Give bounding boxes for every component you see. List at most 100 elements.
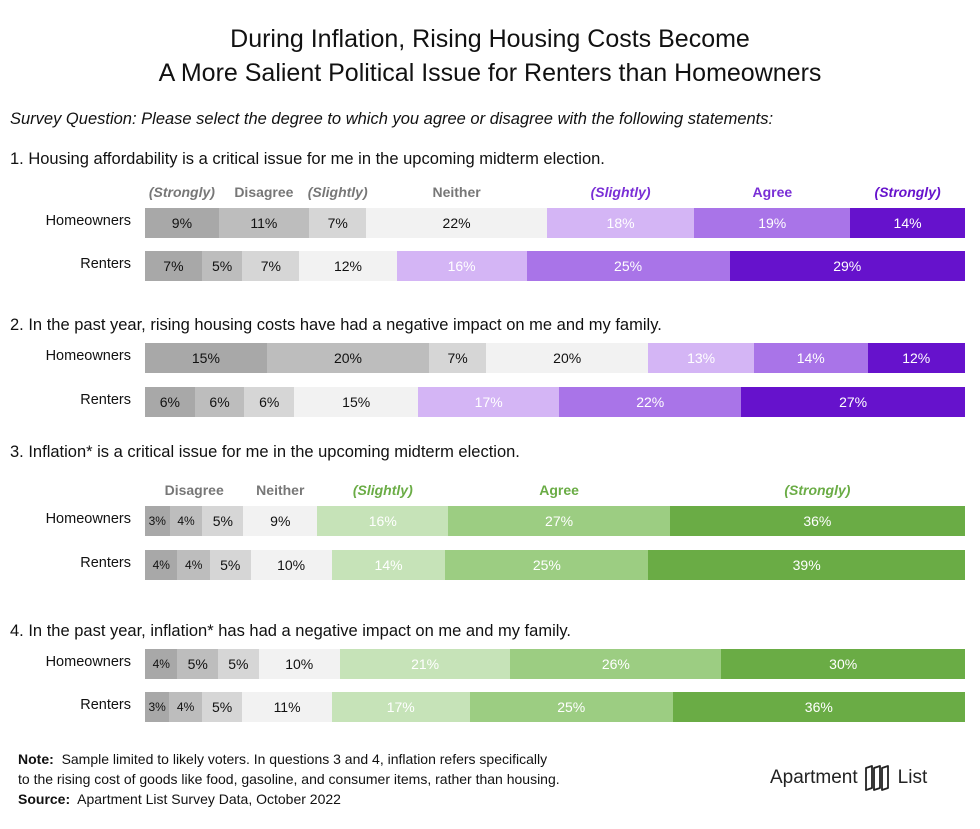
bar-segment-2-renters-5: 17% bbox=[418, 387, 560, 417]
apartment-list-logo-icon bbox=[864, 765, 889, 791]
bar-segment-4-homeowners-2: 5% bbox=[177, 649, 219, 679]
bar-segment-2-renters-7: 27% bbox=[741, 387, 965, 417]
bar-segment-3-homeowners-3: 5% bbox=[202, 506, 244, 536]
bar-segment-3-renters-5: 14% bbox=[331, 550, 446, 580]
bar-segment-2-renters-6: 22% bbox=[559, 387, 742, 417]
question-1: 1. Housing affordability is a critical i… bbox=[10, 150, 605, 168]
bar-segment-2-renters-3: 6% bbox=[244, 387, 295, 417]
source-label: Source: bbox=[18, 791, 71, 807]
bar-segment-3-homeowners-6: 27% bbox=[448, 506, 670, 536]
bar-segment-1-homeowners-6: 19% bbox=[694, 208, 851, 238]
bar-segment-3-renters-6: 25% bbox=[445, 550, 649, 580]
bar-segment-1-renters-3: 7% bbox=[242, 251, 300, 281]
stacked-bar-4-renters: 3% 4% 5% 11% 17% 25% 36% bbox=[145, 692, 965, 722]
bar-segment-2-homeowners-1: 15% bbox=[145, 343, 267, 373]
bar-segment-4-renters-2: 4% bbox=[169, 692, 202, 722]
legend-header-3-4: Agree bbox=[539, 482, 579, 498]
row-label-4-renters: Renters bbox=[80, 697, 131, 713]
legend-header-1-2: Disagree bbox=[234, 184, 294, 200]
bar-segment-1-renters-4: 12% bbox=[299, 251, 397, 281]
legend-header-1-7: (Strongly) bbox=[874, 184, 941, 200]
legend-header-1-4: Neither bbox=[432, 184, 481, 200]
footer-source: Source: Apartment List Survey Data, Octo… bbox=[18, 791, 341, 807]
stacked-bar-4-homeowners: 4% 5% 5% 10% 21% 26% 30% bbox=[145, 649, 965, 679]
stacked-bar-3-renters: 4% 4% 5% 10% 14% 25% 39% bbox=[145, 550, 965, 580]
source-text: Apartment List Survey Data, October 2022 bbox=[77, 791, 341, 807]
bar-segment-4-homeowners-1: 4% bbox=[145, 649, 178, 679]
bar-segment-1-renters-1: 7% bbox=[145, 251, 202, 281]
bar-segment-1-homeowners-2: 11% bbox=[218, 208, 309, 238]
bar-segment-1-homeowners-5: 18% bbox=[546, 208, 695, 238]
chart-title-line-1: During Inflation, Rising Housing Costs B… bbox=[230, 25, 750, 53]
bar-segment-4-renters-6: 25% bbox=[469, 692, 673, 722]
bar-segment-2-homeowners-3: 7% bbox=[429, 343, 486, 373]
bar-segment-2-renters-1: 6% bbox=[145, 387, 195, 417]
bar-segment-3-renters-1: 4% bbox=[145, 550, 178, 580]
bar-segment-4-renters-7: 36% bbox=[672, 692, 965, 722]
bar-segment-2-homeowners-7: 12% bbox=[867, 343, 965, 373]
bar-segment-3-renters-7: 39% bbox=[648, 550, 965, 580]
legend-header-3-5: (Strongly) bbox=[784, 482, 851, 498]
note-label: Note: bbox=[18, 751, 54, 767]
legend-header-1-1: (Strongly) bbox=[148, 184, 215, 200]
bar-segment-4-renters-5: 17% bbox=[331, 692, 470, 722]
bar-segment-3-homeowners-4: 9% bbox=[243, 506, 318, 536]
row-label-1-renters: Renters bbox=[80, 256, 131, 272]
chart-title-line-2: A More Salient Political Issue for Rente… bbox=[158, 59, 822, 87]
apartment-list-logo: Apartment List bbox=[770, 764, 927, 792]
row-label-3-renters: Renters bbox=[80, 555, 131, 571]
row-label-2-renters: Renters bbox=[80, 392, 131, 408]
bar-segment-2-homeowners-5: 13% bbox=[648, 343, 754, 373]
bar-segment-4-renters-4: 11% bbox=[242, 692, 332, 722]
bar-segment-3-renters-3: 5% bbox=[209, 550, 251, 580]
note-text-1: Sample limited to likely voters. In ques… bbox=[61, 751, 548, 767]
bar-segment-4-homeowners-5: 21% bbox=[339, 649, 511, 679]
bar-segment-4-renters-1: 3% bbox=[145, 692, 170, 722]
bar-segment-2-homeowners-2: 20% bbox=[266, 343, 430, 373]
legend-header-1-3: (Slightly) bbox=[307, 184, 368, 200]
legend-header-3-3: (Slightly) bbox=[352, 482, 413, 498]
bar-segment-4-homeowners-6: 26% bbox=[510, 649, 722, 679]
logo-word-apartment: Apartment bbox=[770, 767, 858, 788]
bar-segment-1-renters-6: 25% bbox=[526, 251, 730, 281]
survey-question-subtitle: Survey Question: Please select the degre… bbox=[10, 110, 774, 128]
legend-header-3-2: Neither bbox=[256, 482, 305, 498]
chart-title: During Inflation, Rising Housing Costs B… bbox=[0, 22, 980, 90]
row-label-3-homeowners: Homeowners bbox=[45, 511, 131, 527]
legend-header-1-5: (Slightly) bbox=[590, 184, 651, 200]
bar-segment-3-homeowners-1: 3% bbox=[145, 506, 170, 536]
bar-segment-2-renters-2: 6% bbox=[194, 387, 245, 417]
question-3: 3. Inflation* is a critical issue for me… bbox=[10, 443, 520, 461]
bar-segment-1-homeowners-7: 14% bbox=[850, 208, 965, 238]
bar-segment-1-homeowners-3: 7% bbox=[308, 208, 367, 238]
bar-segment-4-homeowners-7: 30% bbox=[721, 649, 965, 679]
bar-segment-1-homeowners-1: 9% bbox=[145, 208, 219, 238]
bar-segment-2-renters-4: 15% bbox=[294, 387, 419, 417]
bar-segment-3-renters-2: 4% bbox=[177, 550, 210, 580]
row-label-1-homeowners: Homeowners bbox=[45, 213, 131, 229]
bar-segment-3-homeowners-5: 16% bbox=[317, 506, 449, 536]
footer-note-line-1: Note: Sample limited to likely voters. I… bbox=[18, 751, 547, 767]
bar-segment-2-homeowners-6: 14% bbox=[753, 343, 868, 373]
question-4: 4. In the past year, inflation* has had … bbox=[10, 622, 572, 640]
bar-segment-4-renters-3: 5% bbox=[201, 692, 243, 722]
row-label-4-homeowners: Homeowners bbox=[45, 654, 131, 670]
bar-segment-3-homeowners-2: 4% bbox=[169, 506, 203, 536]
logo-word-list: List bbox=[897, 767, 928, 788]
note-text-2: to the rising cost of goods like food, g… bbox=[18, 771, 560, 787]
footer-note-line-2: to the rising cost of goods like food, g… bbox=[18, 771, 560, 787]
bar-segment-4-homeowners-4: 10% bbox=[258, 649, 340, 679]
bar-segment-1-renters-7: 29% bbox=[729, 251, 965, 281]
bar-segment-1-renters-2: 5% bbox=[201, 251, 243, 281]
stacked-bar-2-renters: 6% 6% 6% 15% 17% 22% 27% bbox=[145, 387, 965, 417]
legend-header-3-1: Disagree bbox=[164, 482, 224, 498]
bar-segment-3-homeowners-7: 36% bbox=[669, 506, 965, 536]
stacked-bar-2-homeowners: 15% 20% 7% 20% 13% 14% 12% bbox=[145, 343, 965, 373]
bar-segment-2-homeowners-4: 20% bbox=[485, 343, 649, 373]
stacked-bar-3-homeowners: 3% 4% 5% 9% 16% 27% 36% bbox=[145, 506, 965, 536]
stacked-bar-1-homeowners: 9% 11% 7% 22% 18% 19% 14% bbox=[145, 208, 965, 238]
legend-header-1-6: Agree bbox=[752, 184, 793, 200]
bar-segment-1-homeowners-4: 22% bbox=[366, 208, 547, 238]
stacked-bar-1-renters: 7% 5% 7% 12% 16% 25% 29% bbox=[145, 251, 965, 281]
bar-segment-1-renters-5: 16% bbox=[396, 251, 527, 281]
